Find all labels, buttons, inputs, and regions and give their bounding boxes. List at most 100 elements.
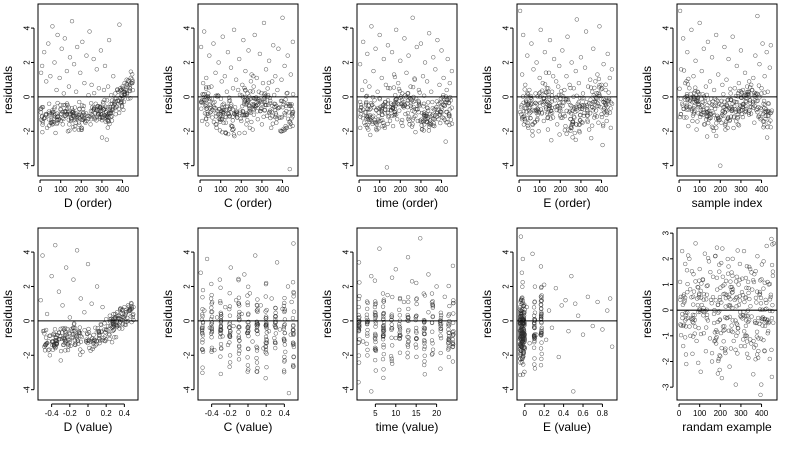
residual-point [55,120,60,125]
residual-point [287,120,292,125]
residual-point [578,104,583,109]
residual-point [228,265,233,270]
x-tick-label: 100 [214,185,228,194]
residual-point [80,103,85,108]
residual-point [363,102,369,107]
x-tick-label: 0 [677,409,682,418]
residual-point [268,98,273,103]
residual-point [381,314,386,319]
residual-point [756,113,762,118]
residual-point [405,312,410,318]
residual-point [709,105,714,111]
residual-point [717,297,723,303]
residual-point [768,125,773,130]
residual-point [281,102,286,107]
residual-point [578,106,583,111]
residual-point [246,97,251,103]
residual-point [433,106,438,111]
residual-point [581,96,587,101]
residual-point [218,341,224,347]
residual-point [761,101,766,106]
residual-point [117,307,123,312]
residual-point [535,118,540,123]
x-tick-label: 0 [677,185,682,194]
plot-frame [197,3,299,177]
residual-point [236,301,242,306]
residual-point [717,318,722,323]
residual-point [561,100,566,105]
y-tick-label: 4 [342,25,351,30]
residual-point [365,306,370,311]
residual-point [737,88,742,94]
residual-point [357,260,362,265]
residual-point [70,108,76,113]
residual-point [525,91,530,96]
residual-point [290,280,296,285]
residual-point [729,106,735,111]
x-tick-label: 400 [595,185,609,194]
residual-point [604,118,609,124]
residual-point [234,113,239,118]
residual-point [765,331,770,336]
residual-point [539,333,544,338]
residual-point [283,126,289,131]
residual-point [691,302,696,307]
residual-point [93,107,98,112]
residual-point [395,117,400,122]
residual-point [381,319,387,325]
residual-point [594,91,599,96]
residual-point [713,103,718,108]
residual-point [743,295,749,300]
residual-point [400,123,405,129]
residual-point [225,110,230,116]
residual-point [519,103,524,108]
residual-point [563,298,568,303]
residual-point [263,309,268,314]
residual-point [122,91,128,96]
residual-point [530,107,535,113]
residual-point [282,370,287,375]
residual-point [544,98,549,103]
y-tick-label: 2 [23,60,32,65]
residual-point [373,301,379,306]
residual-point [703,84,709,89]
residual-point [285,90,290,96]
y-axis-title: residuals [480,66,494,114]
residual-point [446,113,451,119]
residual-point [713,298,718,303]
residual-point [678,333,684,338]
residual-point [413,98,418,103]
residual-point [711,112,717,118]
residual-point [437,112,443,117]
residual-point [381,56,386,62]
residual-point [96,333,102,338]
residual-point [729,323,734,328]
residual-point [231,127,236,132]
residual-point [88,117,94,122]
residual-point [730,318,735,323]
x-tick-label: 300 [734,409,748,418]
residual-point [421,93,427,98]
residual-point [538,264,544,269]
residual-point [603,87,608,93]
residual-point [62,36,67,41]
residual-point [385,43,391,48]
residual-point [207,53,212,58]
residual-point [733,296,738,301]
residual-point [705,318,711,323]
residual-point [519,360,525,365]
residual-point [204,106,210,111]
residual-point [203,116,209,121]
residual-point [93,325,98,330]
residual-point [755,98,760,103]
x-axis-title: time (value) [376,420,439,434]
residual-point [730,287,736,292]
residual-point [727,292,732,297]
residual-point [769,262,775,268]
residual-point [248,110,253,115]
residual-point [768,111,773,116]
residual-point [607,75,612,81]
residual-point [254,355,259,361]
residual-point [410,122,415,127]
residual-point [55,332,60,338]
